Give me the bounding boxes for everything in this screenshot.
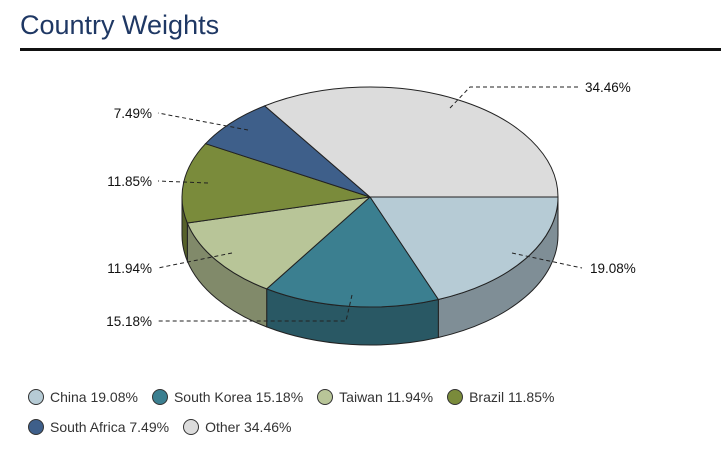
data-label-south-korea: 15.18% bbox=[106, 314, 152, 329]
page-title: Country Weights bbox=[20, 10, 220, 40]
legend-item-south-africa[interactable]: South Africa 7.49% bbox=[28, 419, 169, 435]
legend-swatch-china bbox=[28, 389, 44, 405]
legend-label-south-africa: South Africa 7.49% bbox=[50, 419, 170, 435]
legend-item-brazil[interactable]: Brazil 11.85% bbox=[447, 389, 554, 405]
pie-slice-other[interactable] bbox=[263, 86, 559, 198]
pie-chart: 19.08% 15.18% 11.94% 11.85% 7.49% 34.46% bbox=[106, 80, 636, 346]
legend-item-taiwan[interactable]: Taiwan 11.94% bbox=[317, 389, 433, 405]
leader-line-brazil bbox=[157, 180, 209, 184]
data-label-brazil: 11.85% bbox=[107, 174, 152, 189]
pie-slice-china[interactable] bbox=[369, 196, 559, 301]
legend-row-2: South Africa 7.49% Other 34.46% bbox=[28, 412, 718, 442]
data-label-china: 19.08% bbox=[590, 261, 636, 276]
legend-item-china[interactable]: China 19.08% bbox=[28, 389, 138, 405]
data-label-taiwan: 11.94% bbox=[107, 261, 152, 276]
pie-slice-taiwan[interactable] bbox=[186, 196, 372, 290]
data-label-other: 34.46% bbox=[585, 80, 631, 95]
legend-swatch-south-korea bbox=[151, 389, 168, 405]
legend-label-south-korea: South Korea 15.18% bbox=[173, 389, 304, 405]
legend-label-brazil: Brazil 11.85% bbox=[469, 389, 555, 405]
leader-line-other bbox=[449, 86, 580, 109]
leader-line-south-korea bbox=[158, 294, 353, 322]
chart-legend: China 19.08% South Korea 15.18% Taiwan 1… bbox=[28, 382, 718, 442]
pie-slice-south-korea[interactable] bbox=[265, 196, 440, 308]
legend-label-taiwan: Taiwan 11.94% bbox=[339, 389, 434, 405]
legend-swatch-south-africa bbox=[28, 419, 44, 435]
legend-item-other[interactable]: Other 34.46% bbox=[183, 419, 291, 435]
legend-label-china: China 19.08% bbox=[50, 389, 138, 405]
leader-line-south-africa bbox=[157, 112, 249, 131]
data-label-south-africa: 7.49% bbox=[114, 106, 152, 121]
legend-swatch-other bbox=[183, 419, 200, 435]
legend-swatch-taiwan bbox=[317, 389, 334, 405]
legend-swatch-brazil bbox=[447, 389, 464, 405]
leader-line-taiwan bbox=[157, 252, 233, 269]
legend-label-other: Other 34.46% bbox=[205, 419, 292, 435]
legend-item-south-korea[interactable]: South Korea 15.18% bbox=[151, 389, 304, 405]
leader-line-china bbox=[511, 252, 583, 269]
title-underline bbox=[20, 48, 721, 51]
legend-row-1: China 19.08% South Korea 15.18% Taiwan 1… bbox=[28, 382, 718, 412]
